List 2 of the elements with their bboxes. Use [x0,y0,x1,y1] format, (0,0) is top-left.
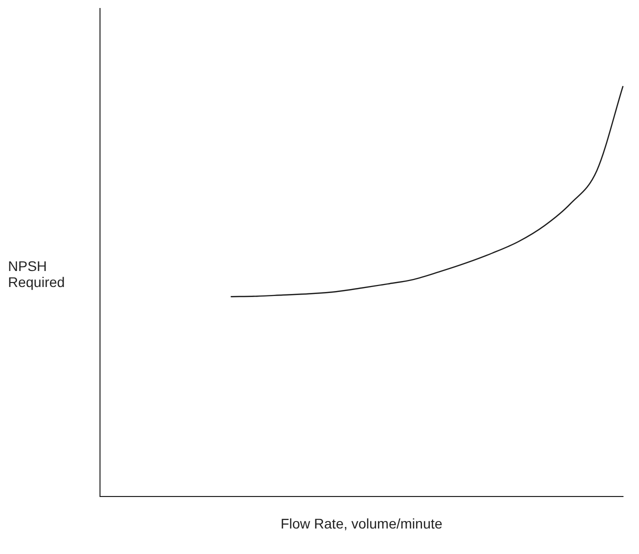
y-axis-title: NPSH Required [8,258,66,290]
x-axis-title: Flow Rate, volume/minute [280,515,443,532]
